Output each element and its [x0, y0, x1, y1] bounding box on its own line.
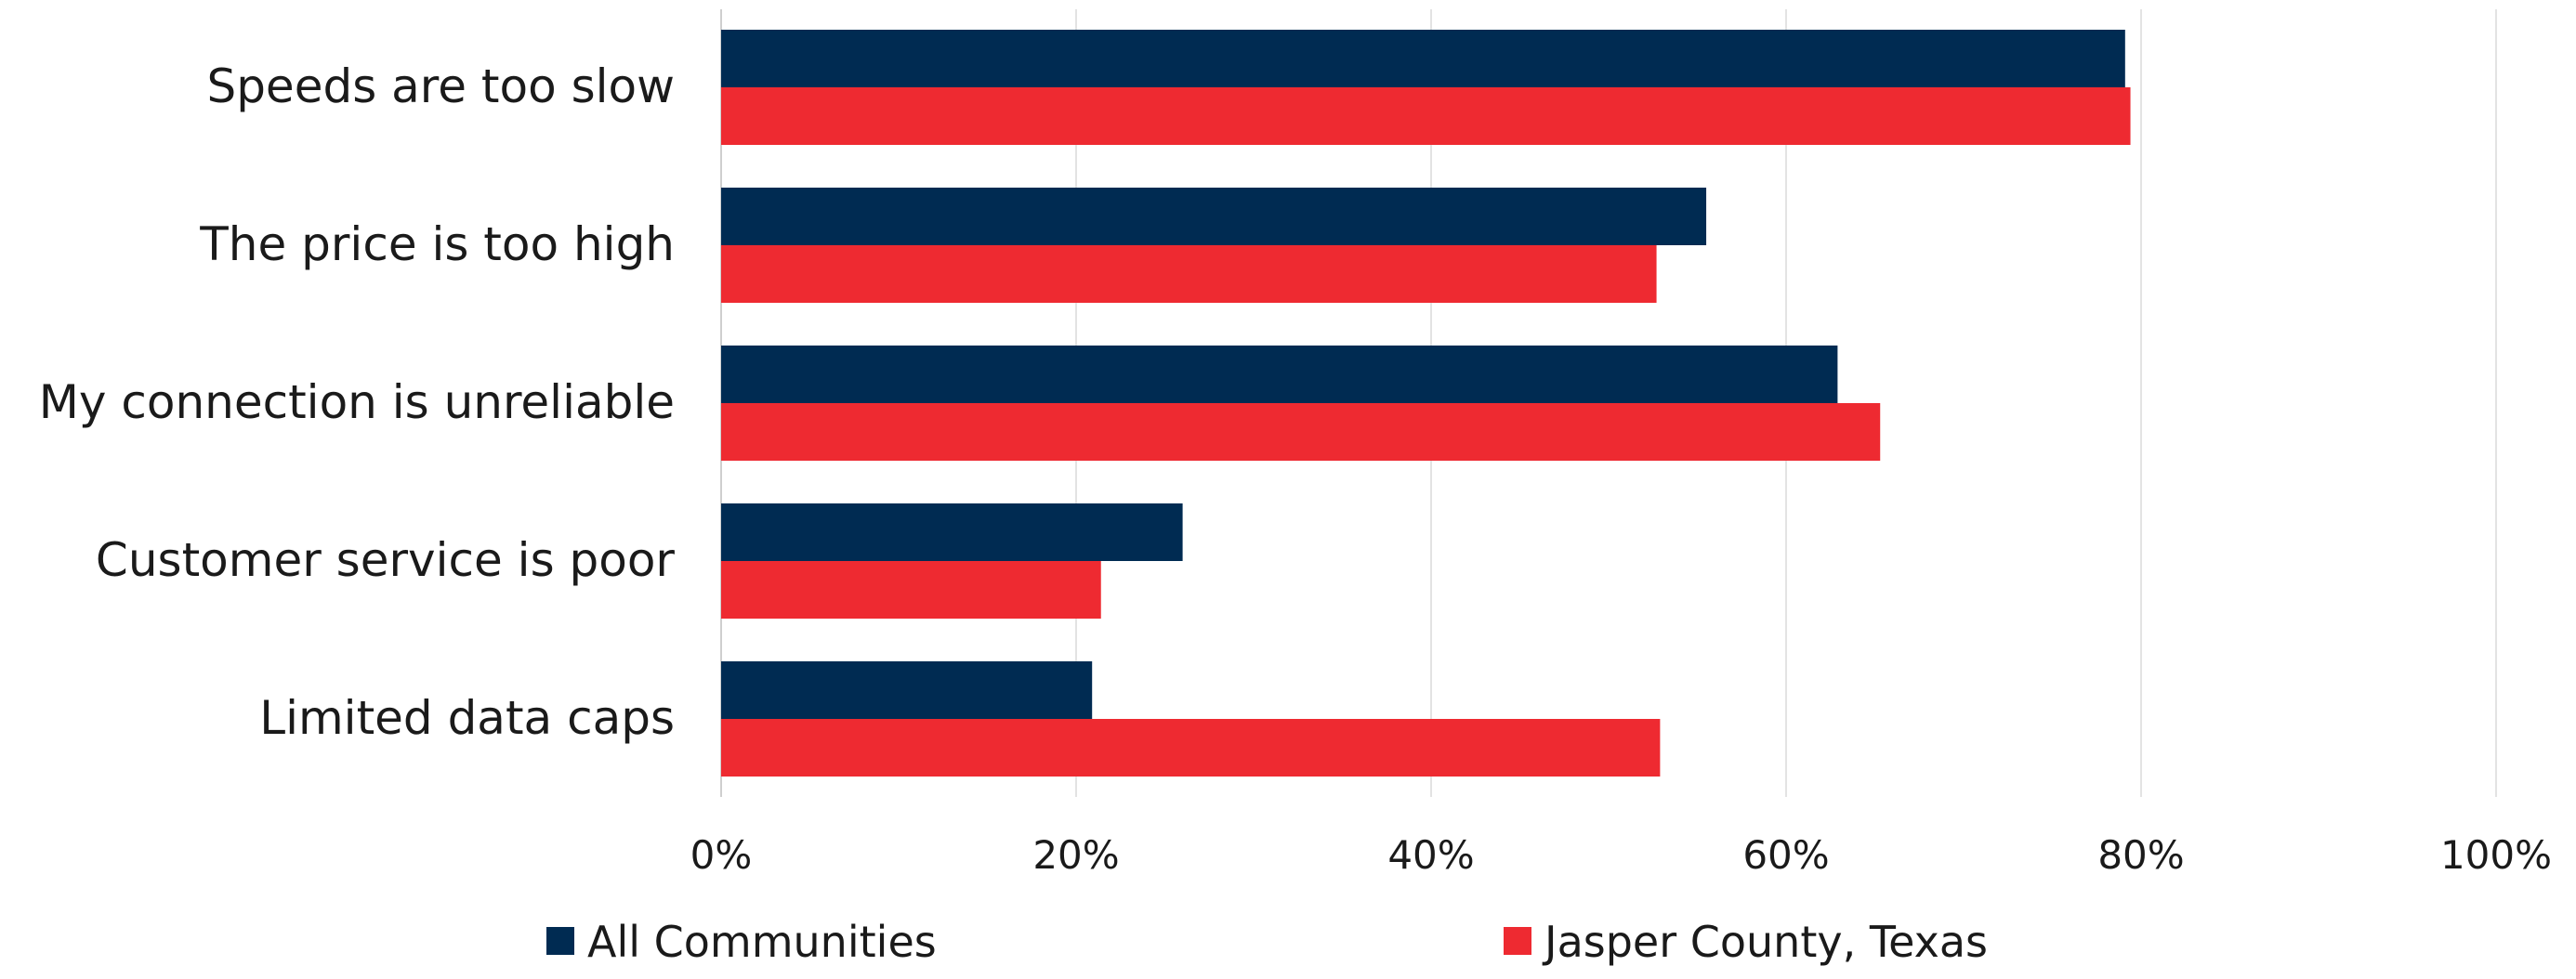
bar-all-communities-1 — [721, 188, 1707, 245]
x-tick-label: 100% — [2440, 832, 2552, 878]
x-tick-label: 20% — [1032, 832, 1119, 878]
category-label: Customer service is poor — [96, 533, 676, 587]
category-label: Speeds are too slow — [206, 59, 675, 113]
x-tick-label: 60% — [1742, 832, 1829, 878]
bar-all-communities-4 — [721, 661, 1093, 719]
x-tick-label: 80% — [2097, 832, 2184, 878]
legend-swatch — [1504, 927, 1531, 955]
legend-label: All Communities — [587, 917, 937, 967]
bar-jasper-county-0 — [721, 87, 2131, 145]
legend-swatch — [546, 927, 574, 955]
category-label: My connection is unreliable — [39, 375, 675, 429]
bar-all-communities-2 — [721, 346, 1838, 403]
bar-jasper-county-4 — [721, 719, 1661, 777]
bar-jasper-county-3 — [721, 561, 1101, 619]
legend-label: Jasper County, Texas — [1542, 917, 1988, 967]
legend: All Communities Jasper County, Texas — [546, 917, 1988, 967]
x-axis-ticks: 0% 20% 40% 60% 80% 100% — [690, 832, 2552, 878]
category-label: The price is too high — [199, 217, 675, 271]
bar-all-communities-3 — [721, 503, 1183, 561]
category-label: Limited data caps — [259, 691, 675, 745]
bar-jasper-county-2 — [721, 403, 1881, 461]
bars — [721, 30, 2131, 777]
bar-all-communities-0 — [721, 30, 2125, 87]
category-labels: Speeds are too slow The price is too high… — [39, 59, 676, 745]
x-tick-label: 40% — [1387, 832, 1474, 878]
bar-jasper-county-1 — [721, 245, 1657, 303]
x-tick-label: 0% — [690, 832, 753, 878]
